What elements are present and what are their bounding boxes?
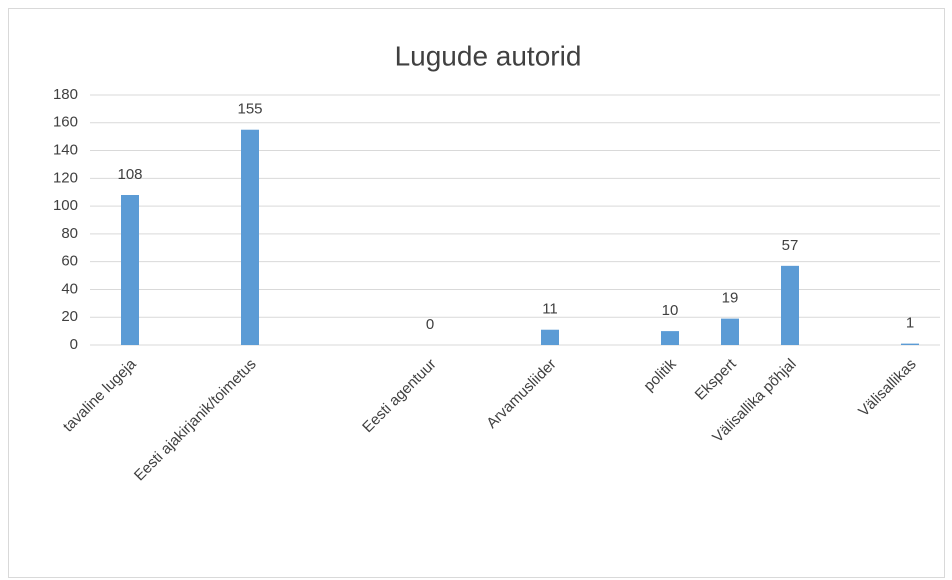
- y-tick-label: 140: [53, 142, 78, 159]
- y-tick-label: 20: [61, 308, 78, 325]
- data-label: 10: [662, 302, 679, 319]
- y-tick-label: 180: [53, 86, 78, 103]
- bar: [541, 329, 559, 345]
- data-label: 155: [237, 101, 262, 118]
- data-label: 11: [542, 301, 558, 318]
- y-tick-label: 100: [53, 197, 78, 214]
- bar: [781, 265, 799, 345]
- bar: [721, 318, 739, 345]
- bar: [661, 331, 679, 345]
- data-label: 19: [722, 290, 739, 307]
- bar: [241, 129, 259, 345]
- y-tick-label: 80: [61, 225, 78, 242]
- bar: [901, 343, 919, 345]
- y-tick-label: 160: [53, 114, 78, 131]
- y-tick-label: 40: [61, 280, 78, 297]
- y-tick-label: 120: [53, 169, 78, 186]
- data-label: 0: [426, 316, 434, 333]
- y-tick-label: 0: [70, 336, 78, 353]
- chart-title: Lugude autorid: [395, 40, 582, 71]
- y-tick-label: 60: [61, 253, 78, 270]
- data-label: 1: [906, 315, 914, 332]
- bar: [121, 195, 139, 345]
- data-label: 57: [782, 237, 799, 254]
- data-label: 108: [117, 166, 142, 183]
- chart-border: [8, 8, 945, 578]
